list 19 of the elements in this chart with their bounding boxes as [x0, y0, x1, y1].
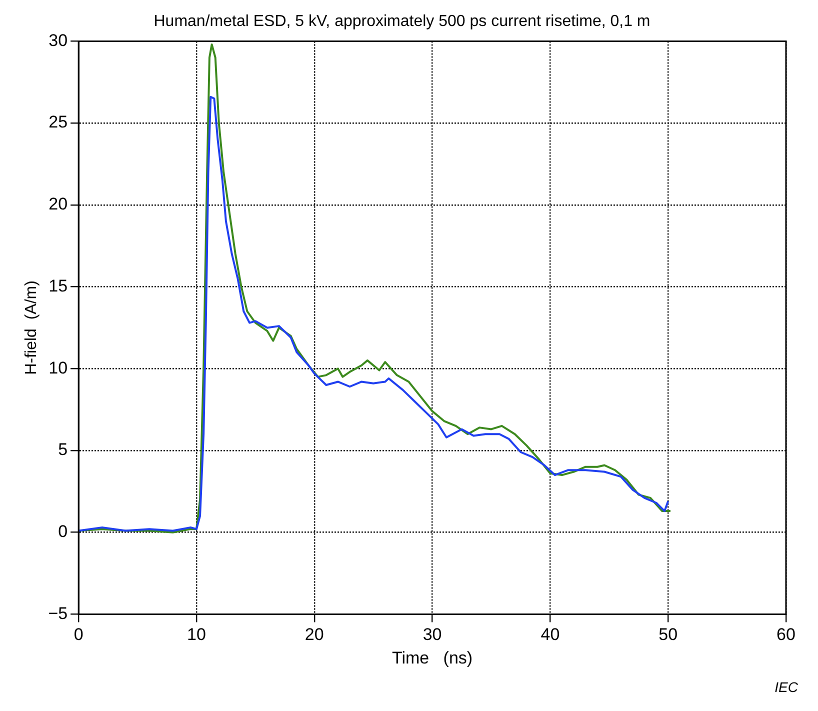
y-tick-label: 25: [48, 112, 68, 132]
x-tick-label: 40: [540, 625, 560, 644]
y-tick-label: −5: [48, 604, 68, 623]
y-tick-label: 15: [48, 276, 68, 296]
x-tick-label: 10: [187, 625, 206, 644]
y-tick-label: 5: [58, 440, 68, 460]
chart-title: Human/metal ESD, 5 kV, approximately 500 ps current risetime, 0,1 m: [154, 13, 650, 30]
y-tick-label: 10: [48, 358, 68, 378]
text: IEC: [774, 678, 799, 695]
x-tick-label: 60: [776, 625, 796, 644]
x-tick-label: 0: [74, 625, 84, 644]
x-tick-label: 50: [658, 625, 678, 644]
y-axis-title: H-field (A/m): [23, 280, 40, 375]
y-tick-label: 20: [48, 194, 68, 214]
y-tick-label: 0: [58, 522, 68, 542]
x-tick-label: 20: [304, 625, 324, 644]
x-tick-label: 30: [422, 625, 442, 644]
y-tick-label: 30: [48, 30, 68, 50]
x-axis-title: Time (ns): [392, 648, 473, 668]
